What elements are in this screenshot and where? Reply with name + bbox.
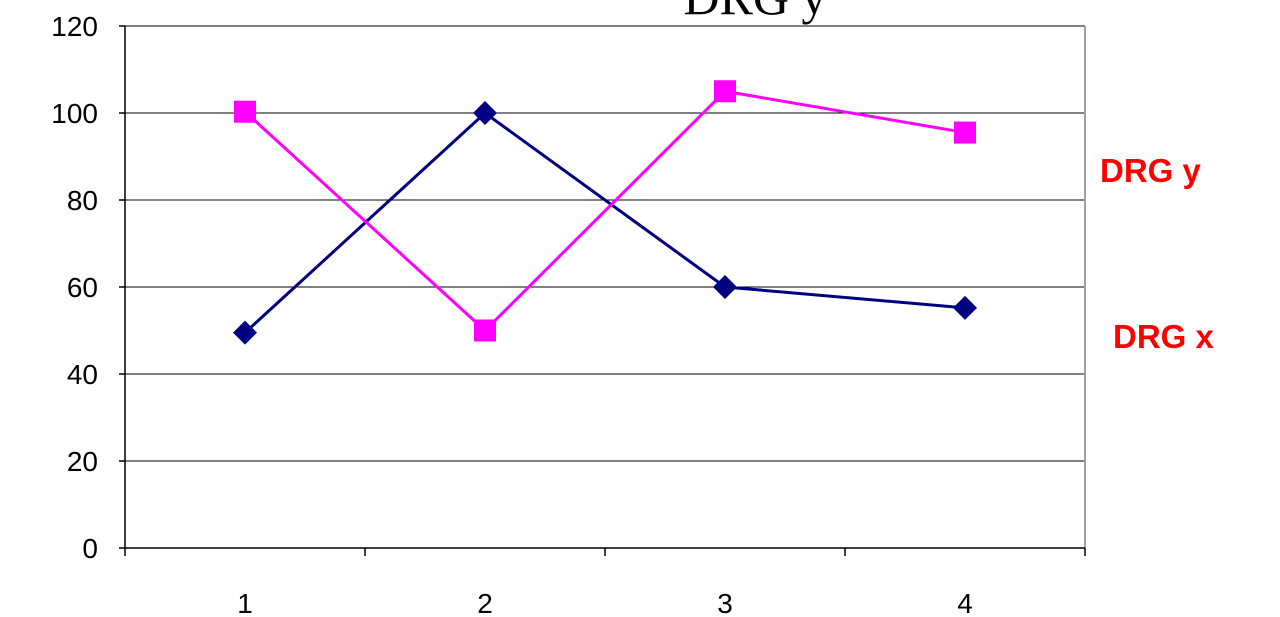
y-tick-label-60: 60 — [67, 272, 98, 303]
x-tick-label-4: 4 — [957, 588, 973, 617]
y-tick-label-0: 0 — [82, 533, 98, 564]
x-tick-label-1: 1 — [237, 588, 253, 617]
y-tick-labels: 0 20 40 60 80 100 120 — [51, 11, 98, 564]
x-tick-label-3: 3 — [717, 588, 733, 617]
point-drg-y-4 — [954, 121, 976, 144]
series-line-drg-x — [243, 111, 966, 334]
y-tick-label-80: 80 — [67, 185, 98, 216]
y-tick-label-20: 20 — [67, 446, 98, 477]
axes — [119, 25, 1086, 556]
point-drg-x-3 — [713, 275, 737, 299]
point-drg-y-1 — [234, 100, 256, 123]
series-label-drg-x: DRG x — [1113, 318, 1215, 355]
series-labels: DRG y DRG x — [1100, 152, 1215, 355]
series-label-drg-y: DRG y — [1100, 152, 1202, 189]
chart-title: DRG y — [683, 0, 826, 25]
series-markers — [233, 80, 977, 345]
point-drg-y-2 — [474, 319, 496, 342]
series-line-drg-y — [243, 89, 966, 333]
chart-title-group: DRG y — [683, 0, 826, 25]
point-drg-x-1 — [233, 320, 257, 345]
y-tick-label-120: 120 — [51, 11, 98, 42]
point-drg-x-2 — [473, 101, 497, 125]
y-tick-label-100: 100 — [51, 98, 98, 129]
grid-lines — [125, 25, 1085, 462]
series-lines — [243, 89, 966, 334]
point-drg-y-3 — [714, 80, 736, 103]
y-tick-label-40: 40 — [67, 359, 98, 390]
x-tick-labels: 1 2 3 4 — [237, 588, 973, 617]
x-tick-label-2: 2 — [477, 588, 493, 617]
point-drg-x-4 — [953, 295, 977, 320]
